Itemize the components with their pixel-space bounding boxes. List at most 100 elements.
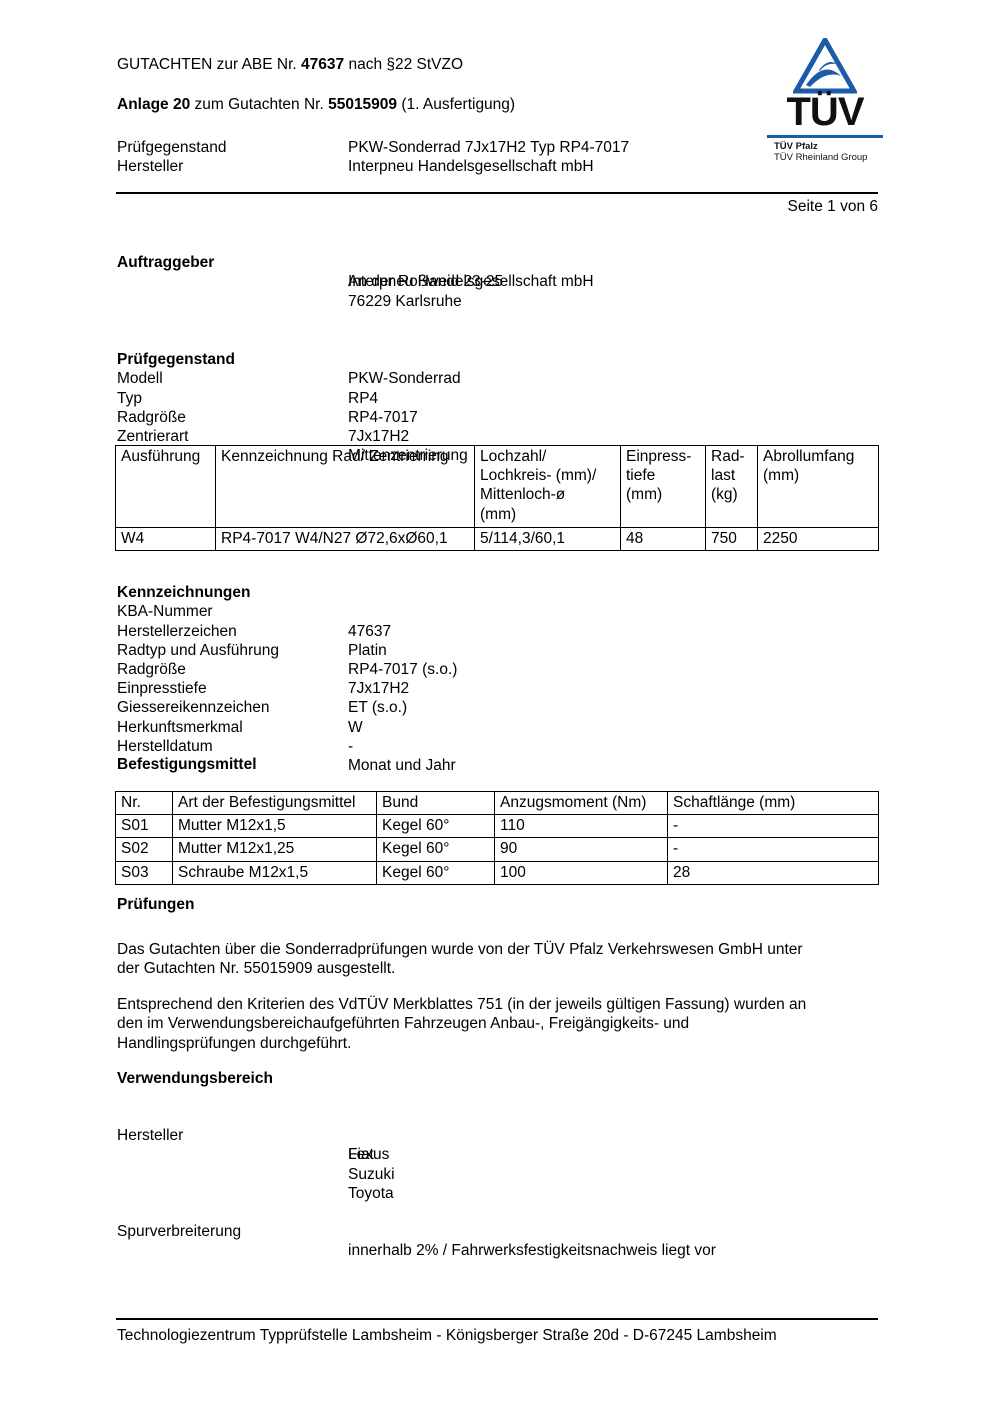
spec-cell-ausfuehrung: W4 bbox=[115, 526, 216, 552]
radgroesse-label: Radgröße bbox=[117, 408, 186, 426]
spec-header-lochzahl: Lochzahl/ Lochkreis- (mm)/ Mittenloch-ø … bbox=[474, 445, 621, 528]
giesserei-value: W bbox=[348, 718, 363, 736]
herkunftsmerkmal-value: - bbox=[348, 737, 354, 755]
kz-radgroesse-value: 7Jx17H2 bbox=[348, 680, 410, 698]
spurverbreiterung-block: Spurverbreiterung innerhalb 2% / Fahrwer… bbox=[117, 1203, 716, 1259]
table-row: S02 Mutter M12x1,25 Kegel 60° 90 - bbox=[115, 837, 879, 862]
auftraggeber-line-2: An der Roßweid 23-25 bbox=[348, 273, 504, 291]
fast-cell-nr: S03 bbox=[115, 860, 173, 885]
tuv-accent-rule bbox=[767, 135, 883, 138]
header-divider bbox=[116, 192, 878, 194]
verwendungsbereich-heading: Verwendungsbereich bbox=[117, 1070, 273, 1087]
vb-hersteller-row: Lexus bbox=[117, 1126, 389, 1163]
fast-cell-bund: Kegel 60° bbox=[376, 860, 495, 885]
vb-hersteller-row: Hersteller Fiat bbox=[117, 1107, 374, 1163]
befestigungsmittel-heading: Befestigungsmittel bbox=[117, 756, 257, 773]
pruefgegenstand-value: PKW-Sonderrad bbox=[348, 370, 461, 388]
radtyp-value: RP4-7017 (s.o.) bbox=[348, 660, 458, 678]
tuv-wordmark: TÜV bbox=[786, 90, 865, 134]
auftraggeber-block: Auftraggeber Interpneu Handelsgesellscha… bbox=[117, 234, 594, 310]
tuv-logo: TÜV TÜV Pfalz TÜV Rheinland Group bbox=[757, 38, 893, 168]
vb-hersteller-value-2: Lexus bbox=[348, 1146, 390, 1164]
auftraggeber-label: Auftraggeber bbox=[117, 254, 215, 272]
anlage-label: Anlage 20 bbox=[117, 96, 191, 113]
vb-hersteller-label: Hersteller bbox=[117, 1127, 184, 1145]
header-hersteller-value: Interpneu Handelsgesellschaft mbH bbox=[348, 158, 594, 175]
kba-nummer-value: 47637 bbox=[348, 622, 392, 640]
fasteners-table: Nr. Art der Befestigungsmittel Bund Anzu… bbox=[115, 790, 879, 885]
radgroesse-value: 7Jx17H2 bbox=[348, 427, 410, 445]
fast-cell-schaftlaenge: - bbox=[667, 837, 879, 862]
herstelldatum-row: Herstelldatum Monat und Jahr bbox=[117, 718, 456, 774]
table-row: S01 Mutter M12x1,5 Kegel 60° 110 - bbox=[115, 814, 879, 839]
title-prefix: GUTACHTEN zur ABE Nr. bbox=[117, 56, 302, 73]
header-hersteller-label: Hersteller bbox=[117, 158, 184, 175]
auftraggeber-row: An der Roßweid 23-25 bbox=[117, 253, 503, 290]
auftraggeber-row: 76229 Karlsruhe bbox=[117, 272, 462, 310]
spec-header-abrollumfang: Abrollumfang (mm) bbox=[757, 445, 879, 528]
spec-cell-kennzeichnung: RP4-7017 W4/N27 Ø72,6xØ60,1 bbox=[215, 526, 475, 552]
abe-number: 47637 bbox=[301, 56, 345, 73]
page-title: GUTACHTEN zur ABE Nr. 47637 nach §22 StV… bbox=[117, 55, 463, 74]
spec-header-einpresstiefe: Einpress- tiefe (mm) bbox=[620, 445, 706, 528]
footer-divider bbox=[116, 1318, 878, 1320]
herstelldatum-value: Monat und Jahr bbox=[348, 756, 456, 774]
giesserei-label: Giessereikennzeichen bbox=[117, 699, 270, 717]
fast-header-nr: Nr. bbox=[115, 790, 173, 816]
table-row: S03 Schraube M12x1,5 Kegel 60° 100 28 bbox=[115, 860, 879, 885]
spec-cell-radlast: 750 bbox=[705, 526, 758, 552]
vb-hersteller-value-1: Fiat bbox=[348, 1146, 374, 1164]
einpresstiefe-row: Einpresstiefe ET (s.o.) bbox=[117, 660, 407, 716]
fast-cell-bund: Kegel 60° bbox=[376, 814, 495, 839]
table-header-row: Nr. Art der Befestigungsmittel Bund Anzu… bbox=[115, 790, 879, 816]
fast-cell-art: Mutter M12x1,25 bbox=[172, 837, 377, 862]
fast-cell-anzugsmoment: 100 bbox=[494, 860, 668, 885]
einpresstiefe-label: Einpresstiefe bbox=[117, 680, 207, 698]
fast-cell-anzugsmoment: 90 bbox=[494, 837, 668, 862]
table-header-row: Ausführung Kennzeichnung Rad/ Zentrierri… bbox=[115, 445, 879, 528]
kba-nummer-row: KBA-Nummer 47637 bbox=[117, 583, 391, 639]
radgroesse-row: Radgröße 7Jx17H2 bbox=[117, 389, 409, 445]
page-number: Seite 1 von 6 bbox=[787, 198, 878, 215]
spec-cell-abrollumfang: 2250 bbox=[757, 526, 879, 552]
fast-header-art: Art der Befestigungsmittel bbox=[172, 790, 377, 816]
footer-text: Technologiezentrum Typprüfstelle Lambshe… bbox=[117, 1327, 777, 1344]
pruefungen-paragraph-1: Das Gutachten über die Sonderradprüfunge… bbox=[117, 941, 803, 978]
kennzeichnungen-block: Kennzeichnungen KBA-Nummer 47637 Herstel… bbox=[117, 564, 457, 774]
tuv-sub-line-1: TÜV Pfalz bbox=[774, 141, 818, 152]
herstellerzeichen-row: Herstellerzeichen Platin bbox=[117, 602, 387, 659]
zentrierart-label: Zentrierart bbox=[117, 427, 189, 445]
fast-cell-bund: Kegel 60° bbox=[376, 837, 495, 862]
vb-hersteller-row: Suzuki bbox=[117, 1145, 395, 1183]
herstelldatum-label: Herstelldatum bbox=[117, 737, 213, 755]
spec-cell-einpresstiefe: 48 bbox=[620, 526, 706, 552]
modell-row: Modell RP4 bbox=[117, 350, 378, 406]
spurverbreiterung-label: Spurverbreiterung bbox=[117, 1223, 242, 1241]
fast-cell-nr: S02 bbox=[115, 837, 173, 862]
einpresstiefe-value: ET (s.o.) bbox=[348, 699, 408, 717]
kba-nummer-label: KBA-Nummer bbox=[117, 603, 213, 621]
anlage-mid: zum Gutachten Nr. bbox=[190, 96, 329, 113]
fast-header-schaftlaenge: Schaftlänge (mm) bbox=[667, 790, 879, 816]
spec-cell-lochzahl: 5/114,3/60,1 bbox=[474, 526, 621, 552]
vb-hersteller-value-4: Toyota bbox=[348, 1184, 394, 1202]
radtyp-label: Radtyp und Ausführung bbox=[117, 641, 280, 659]
tuv-subtitle: TÜV Pfalz TÜV Rheinland Group bbox=[774, 141, 867, 163]
herstellerzeichen-label: Herstellerzeichen bbox=[117, 622, 237, 640]
header-pruefgegenstand-label: Prüfgegenstand bbox=[117, 139, 227, 156]
anlage-line: Anlage 20 zum Gutachten Nr. 55015909 (1.… bbox=[117, 95, 515, 114]
auftraggeber-line-3: 76229 Karlsruhe bbox=[348, 292, 462, 310]
herkunftsmerkmal-label: Herkunftsmerkmal bbox=[117, 718, 243, 736]
spurverbreiterung-row: Spurverbreiterung innerhalb 2% / Fahrwer… bbox=[117, 1203, 716, 1259]
modell-label: Modell bbox=[117, 370, 163, 388]
fast-cell-art: Schraube M12x1,5 bbox=[172, 860, 377, 885]
kennzeichnungen-heading-row: Kennzeichnungen bbox=[117, 564, 250, 601]
spec-header-ausfuehrung: Ausführung bbox=[115, 445, 216, 528]
wheel-spec-table: Ausführung Kennzeichnung Rad/ Zentrierri… bbox=[115, 445, 879, 552]
pruefgegenstand-label: Prüfgegenstand bbox=[117, 351, 235, 369]
auftraggeber-line-1: Interpneu Handelsgesellschaft mbH bbox=[348, 273, 594, 291]
table-row: W4 RP4-7017 W4/N27 Ø72,6xØ60,1 5/114,3/6… bbox=[115, 526, 879, 552]
typ-row: Typ RP4-7017 bbox=[117, 369, 418, 426]
gutachten-number: 55015909 bbox=[328, 96, 398, 113]
